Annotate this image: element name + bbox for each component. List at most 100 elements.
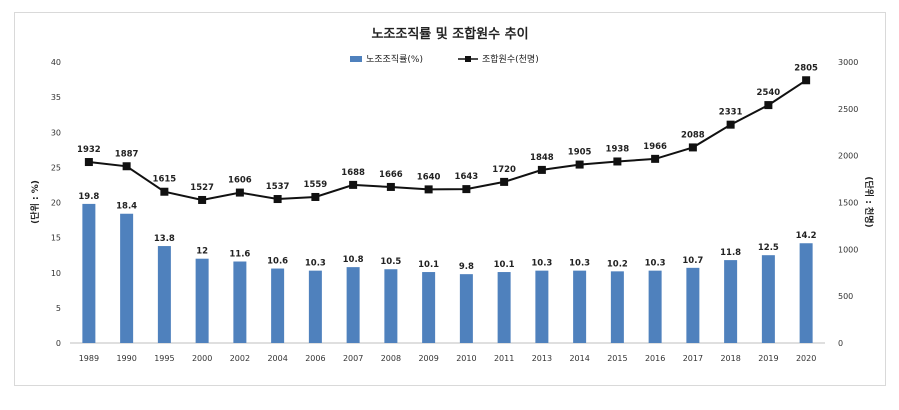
line-data-label: 1966 <box>643 142 667 152</box>
bar <box>346 267 360 343</box>
bar-data-label: 10.3 <box>531 259 552 269</box>
line-data-labels: 1932 1887 1615 1527 1606 1537 1559 1688 1666 1640… <box>77 63 818 193</box>
bar-data-label: 11.8 <box>720 248 741 258</box>
bar <box>686 267 700 343</box>
chart-title: 노조조직률 및 조합원수 추이 <box>371 26 528 42</box>
line-marker <box>349 180 358 189</box>
y-tick-left: 5 <box>56 304 61 313</box>
line-marker <box>651 154 660 163</box>
line-marker <box>273 195 282 204</box>
line-data-label: 1537 <box>266 182 290 192</box>
x-tick-label: 2004 <box>267 354 287 363</box>
x-tick-label: 2007 <box>343 354 363 363</box>
y-axis-title-left: (단위 : %) <box>29 180 41 224</box>
bar <box>82 203 96 343</box>
line-marker <box>84 158 93 167</box>
bar <box>724 260 738 343</box>
bar-data-label: 12 <box>196 247 208 257</box>
bar-data-label: 13.8 <box>154 234 175 244</box>
bar <box>799 243 813 343</box>
bar <box>497 272 511 343</box>
legend-line-marker <box>465 56 471 62</box>
y-tick-right: 0 <box>838 339 843 348</box>
x-tick-label: 2010 <box>456 354 476 363</box>
bar-data-label: 19.8 <box>78 192 99 202</box>
bar <box>308 270 322 343</box>
legend-bar-label: 노조조직률(%) <box>366 54 423 65</box>
bar-data-label: 10.7 <box>682 256 703 266</box>
line-data-label: 1848 <box>530 153 554 163</box>
line-data-label: 1688 <box>341 168 365 178</box>
line-data-label: 1643 <box>455 172 479 182</box>
x-tick-label: 2000 <box>192 354 212 363</box>
bar-data-label: 14.2 <box>796 231 817 241</box>
y-tick-right: 1500 <box>838 199 858 208</box>
x-tick-label: 2020 <box>796 354 816 363</box>
line-marker <box>688 143 697 152</box>
bar-data-label: 10.1 <box>418 260 439 270</box>
line-data-label: 1640 <box>417 172 441 182</box>
bar-data-label: 12.5 <box>758 243 779 253</box>
x-tick-label: 2006 <box>305 354 325 363</box>
line-data-label: 1938 <box>606 144 630 154</box>
bar-data-label: 10.2 <box>607 259 628 269</box>
y-axis-title-right: (단위 : 천명) <box>863 176 875 227</box>
bar <box>573 270 587 343</box>
x-tick-label: 2014 <box>569 354 589 363</box>
line-data-label: 1527 <box>190 183 214 193</box>
y-tick-right: 3000 <box>838 58 858 67</box>
line-data-label: 2088 <box>681 130 705 140</box>
line-marker <box>386 182 395 191</box>
line-marker <box>462 185 471 194</box>
y-tick-left: 35 <box>51 93 61 102</box>
legend-line-label: 조합원수(천명) <box>482 54 539 65</box>
line-marker <box>726 120 735 129</box>
x-tick-label: 2018 <box>720 354 740 363</box>
bar-data-label: 10.3 <box>305 259 326 269</box>
bar <box>233 261 247 343</box>
y-tick-left: 0 <box>56 339 61 348</box>
bar <box>459 274 473 343</box>
line-marker <box>122 162 131 171</box>
x-tick-label: 1989 <box>79 354 99 363</box>
line-marker <box>613 157 622 166</box>
bar-data-label: 10.8 <box>343 255 364 265</box>
bar <box>610 271 624 343</box>
line-data-label: 1615 <box>153 175 177 185</box>
line-data-label: 2331 <box>719 108 743 118</box>
line-data-label: 1559 <box>304 180 328 190</box>
bar-data-label: 10.5 <box>380 257 401 267</box>
y-tick-right: 2000 <box>838 152 858 161</box>
x-tick-label: 1990 <box>116 354 136 363</box>
x-axis: 1989 1990 1995 2000 2002 2004 2006 2007 2008 2009… <box>79 354 817 363</box>
bar <box>535 270 549 343</box>
bar-data-label: 10.6 <box>267 257 288 267</box>
y-tick-right: 1000 <box>838 245 858 254</box>
bar <box>761 255 775 343</box>
line-data-label: 1666 <box>379 170 403 180</box>
bar <box>384 269 398 343</box>
line-marker <box>198 195 207 204</box>
bar-data-label: 10.3 <box>569 259 590 269</box>
line-marker <box>764 101 773 110</box>
x-tick-label: 2013 <box>532 354 552 363</box>
bar-data-label: 18.4 <box>116 202 137 212</box>
x-tick-label: 2015 <box>607 354 627 363</box>
line-data-label: 1932 <box>77 145 101 155</box>
bar <box>422 272 436 343</box>
y-tick-left: 15 <box>51 234 61 243</box>
bar-series <box>82 203 813 343</box>
line-marker <box>311 192 320 201</box>
bar <box>271 268 285 343</box>
bar-data-label: 10.1 <box>494 260 515 270</box>
line-marker <box>802 76 811 85</box>
line-data-label: 1887 <box>115 149 139 159</box>
bar <box>648 270 662 343</box>
x-tick-label: 2009 <box>418 354 438 363</box>
x-tick-label: 2002 <box>230 354 250 363</box>
line-marker <box>537 165 546 174</box>
legend: 노조조직률(%) 조합원수(천명) <box>350 54 539 65</box>
y-axis-left: 0 5 10 15 20 25 30 35 40 <box>51 58 61 348</box>
x-tick-label: 2016 <box>645 354 665 363</box>
